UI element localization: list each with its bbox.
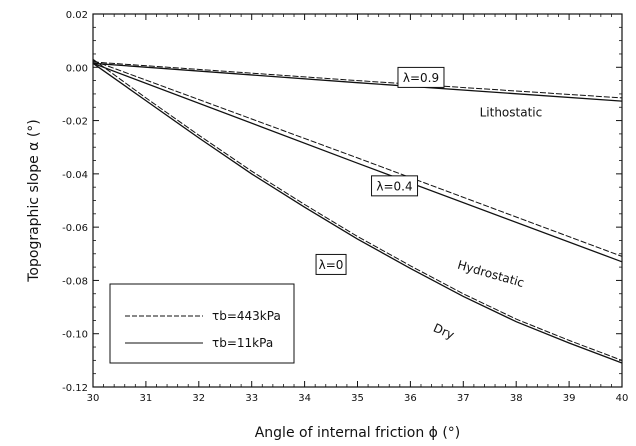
series-line-1 (92, 62, 623, 102)
curve-label-frame (397, 66, 445, 88)
x-tick-label: 30 (87, 393, 100, 404)
x-tick-label: 31 (140, 393, 153, 404)
x-tick-label: 33 (245, 393, 258, 404)
curve-label-box: λ=0.4 (371, 175, 419, 197)
x-tick-label: 36 (404, 393, 417, 404)
x-tick-label: 40 (616, 393, 629, 404)
curve-label-box: λ=0 (315, 253, 347, 275)
y-tick-label: -0.02 (62, 117, 88, 128)
x-tick-label: 39 (563, 393, 576, 404)
curve-annotation: Lithostatic (480, 106, 543, 120)
curve-annotation: Dry (431, 321, 456, 342)
curve-label: λ=0 (319, 258, 344, 272)
y-tick-label: 0.00 (66, 63, 88, 74)
y-tick-label: -0.08 (62, 276, 88, 287)
legend-label: τb=443kPa (212, 309, 281, 323)
y-tick-label: -0.06 (62, 223, 88, 234)
x-axis-title: Angle of internal friction ϕ (°) (255, 425, 461, 441)
series-line-3 (92, 62, 623, 263)
y-tick-label: 0.02 (66, 10, 88, 21)
x-tick-label: 38 (510, 393, 523, 404)
curve-label: λ=0.4 (376, 179, 412, 193)
series-line-4 (92, 58, 623, 361)
legend-label: τb=11kPa (212, 336, 273, 350)
curve-label: λ=0.9 (403, 71, 439, 85)
x-tick-label: 32 (192, 393, 205, 404)
curve-label-frame (315, 253, 347, 275)
y-tick-label: -0.12 (62, 383, 88, 394)
y-axis-title: Topographic slope α (°) (26, 119, 42, 283)
curve-label-frame (371, 175, 419, 197)
series-line-5 (92, 62, 623, 364)
series-line-2 (92, 60, 623, 257)
x-tick-label: 35 (351, 393, 364, 404)
legend: τb=443kPa τb=11kPa (109, 283, 295, 364)
curve-label-box: λ=0.9 (397, 66, 445, 88)
y-tick-label: -0.10 (62, 330, 88, 341)
series-line-0 (92, 61, 623, 99)
x-tick-label: 37 (457, 393, 470, 404)
x-tick-label: 34 (298, 393, 311, 404)
curve-annotation: Hydrostatic (456, 258, 526, 290)
legend-frame (109, 283, 295, 364)
y-tick-label: -0.04 (62, 170, 88, 181)
y-axis-title-group: Topographic slope α (°) (26, 119, 42, 283)
